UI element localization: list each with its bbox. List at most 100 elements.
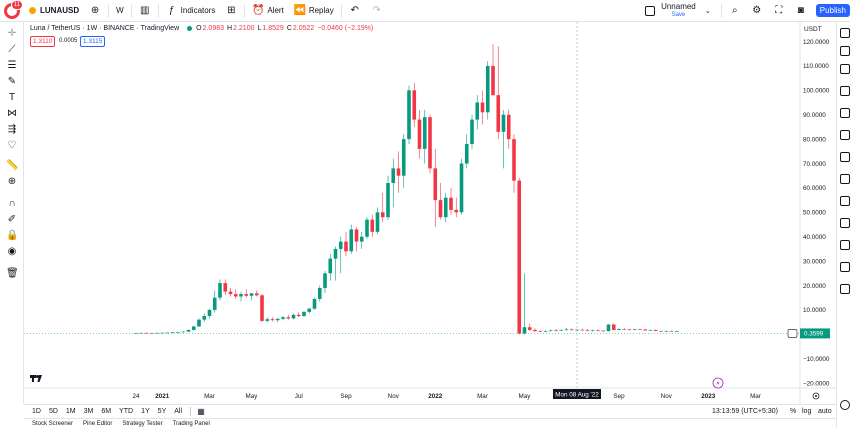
top-toolbar: 11 LUNAUSD ⊕ W ▥ ƒ Indicators ⊞ ⏰ Alert … [0, 0, 850, 22]
timeframe-button-1m[interactable]: 1M [65, 408, 76, 415]
candle-body [512, 139, 516, 181]
grid-icon: ⊞ [227, 5, 236, 16]
timeframe-button-3m[interactable]: 3M [83, 408, 94, 415]
symbol-search-button[interactable]: LUNAUSD [24, 0, 84, 22]
chart-canvas[interactable]: 120.0000 110.0000 100.0000 90.0000 80.0000 70… [24, 22, 836, 404]
log-scale-toggle[interactable]: log [802, 408, 812, 415]
open-label: O [196, 25, 202, 32]
candle-body [359, 236, 364, 242]
chart-settings-gear-icon[interactable] [812, 392, 820, 400]
stay-in-drawing-icon[interactable]: ✐ [7, 214, 17, 225]
eye-icon[interactable]: ◉ [7, 246, 17, 257]
trend-line-tool-icon[interactable]: ⟋ [8, 44, 16, 55]
zoom-in-icon[interactable]: ⊕ [7, 176, 17, 187]
close-label: C [286, 25, 292, 32]
text-tool-icon[interactable]: T [8, 92, 16, 103]
brush-tool-icon[interactable]: ✎ [7, 76, 17, 87]
publish-button[interactable]: Publish [815, 4, 850, 17]
calendar-icon[interactable] [840, 108, 850, 118]
help-icon[interactable] [840, 284, 850, 294]
clock-timezone[interactable]: 13:13:59 (UTC+5:30) [712, 408, 778, 415]
crosshair-date-tag [553, 389, 601, 399]
alert-button[interactable]: ⏰ Alert [247, 0, 288, 22]
chart-type-button[interactable]: ▥ [134, 0, 156, 22]
undo-button[interactable]: ↶ [344, 0, 366, 22]
data-window-icon[interactable] [840, 64, 850, 74]
candle-body [328, 258, 333, 274]
object-tree-icon[interactable] [840, 262, 850, 272]
support-icon[interactable] [840, 400, 850, 410]
footer-tab-stock-screener[interactable]: Stock Screener [32, 420, 74, 427]
percent-scale-toggle[interactable]: % [790, 408, 797, 415]
timezone-lightning-icon[interactable] [712, 377, 724, 389]
notifications-icon[interactable] [840, 196, 850, 206]
redo-button[interactable]: ↷ [366, 0, 388, 22]
horizontal-lines-tool-icon[interactable]: ☰ [7, 60, 17, 71]
trash-icon[interactable]: 🗑 [6, 268, 19, 279]
footer-tab-trading-panel[interactable]: Trading Panel [172, 420, 210, 427]
heart-icon[interactable]: ♡ [7, 140, 17, 151]
snapshot-button[interactable]: ◙ [790, 0, 812, 22]
chat-icon[interactable] [840, 174, 850, 184]
user-avatar[interactable]: 11 [4, 0, 23, 19]
footer-tab-pine-editor[interactable]: Pine Editor [83, 420, 113, 427]
date-range-icon[interactable]: ▦ [197, 407, 205, 416]
compare-symbol-button[interactable]: ⊕ [84, 0, 106, 22]
timeframe-button-5d[interactable]: 5D [48, 408, 58, 415]
candle-body [228, 291, 233, 295]
price-chart[interactable]: 120.0000 110.0000 100.0000 90.0000 80.0000 70… [24, 22, 836, 404]
last-price-value: 0.3599 [804, 331, 824, 338]
timeframe-button-all[interactable]: All [174, 408, 183, 415]
y-tick-label: 70.0000 [803, 161, 826, 168]
avatar-icon [7, 5, 17, 16]
dom-icon[interactable] [840, 240, 850, 250]
timeframe-button-5y[interactable]: 5Y [157, 408, 167, 415]
quick-search-button[interactable]: ⌕ [724, 0, 746, 22]
timeframe-button-1y[interactable]: 1Y [141, 408, 150, 415]
order-panel-icon[interactable] [840, 218, 850, 228]
candle-body [564, 329, 569, 331]
timeframe-button-6m[interactable]: 6M [101, 408, 112, 415]
hotlists-icon[interactable] [840, 86, 850, 96]
ruler-tool-icon[interactable]: 📏 [6, 160, 19, 171]
candle-body [470, 119, 474, 144]
replay-button[interactable]: ⏪ Replay [289, 0, 339, 22]
currency-label[interactable]: USDT [804, 26, 822, 33]
fullscreen-button[interactable]: ⛶ [768, 0, 790, 22]
layout-menu-button[interactable]: Unnamed Save ⌄ [640, 0, 719, 22]
toolbar-divider [157, 3, 159, 18]
candle-body [422, 117, 427, 149]
drawing-toolbar: ✛ ⟋ ☰ ✎ T ⋈ ⇶ ♡ 📏 ⊕ ∩ ✐ 🔒 ◉ 🗑 [0, 22, 24, 404]
timeframe-button-ytd[interactable]: YTD [119, 408, 134, 415]
lock-icon[interactable]: 🔒 [6, 230, 19, 241]
forecast-tool-icon[interactable]: ⇶ [7, 124, 17, 135]
candle-body [653, 329, 658, 331]
timeframe-button-1d[interactable]: 1D [32, 408, 41, 415]
crosshair-tool-icon[interactable]: ✛ [7, 28, 17, 39]
candle-body [480, 102, 485, 113]
y-tick-label: −20.0000 [803, 380, 830, 387]
pattern-tool-icon[interactable]: ⋈ [7, 108, 17, 119]
tradingview-logo-icon[interactable] [30, 375, 42, 382]
indicators-button[interactable]: ƒ Indicators [161, 0, 221, 22]
ideas-icon[interactable] [840, 130, 850, 140]
sell-price-button[interactable]: 1.3110 [30, 36, 56, 47]
candle-body [485, 65, 490, 113]
price-line-menu-icon[interactable] [787, 329, 798, 338]
legend-title[interactable]: Luna / TetherUS · 1W · BINANCE · Trading… [30, 25, 180, 32]
templates-button[interactable]: ⊞ [220, 0, 242, 22]
candle-body [407, 90, 411, 140]
footer-tab-strategy-tester[interactable]: Strategy Tester [122, 420, 163, 427]
candle-body [580, 329, 585, 331]
streams-icon[interactable] [840, 152, 850, 162]
chart-legend[interactable]: Luna / TetherUS · 1W · BINANCE · Trading… [30, 25, 376, 32]
last-price-label[interactable]: 0.3599 [787, 328, 830, 339]
candle-body [412, 90, 417, 120]
buy-price-button[interactable]: 1.3115 [80, 36, 106, 47]
magnet-icon[interactable]: ∩ [8, 198, 16, 209]
interval-button[interactable]: W [111, 0, 129, 22]
watchlist-icon[interactable] [840, 28, 850, 38]
alerts-icon[interactable] [840, 46, 850, 56]
auto-scale-toggle[interactable]: auto [818, 408, 832, 415]
settings-button[interactable]: ⚙ [746, 0, 768, 22]
